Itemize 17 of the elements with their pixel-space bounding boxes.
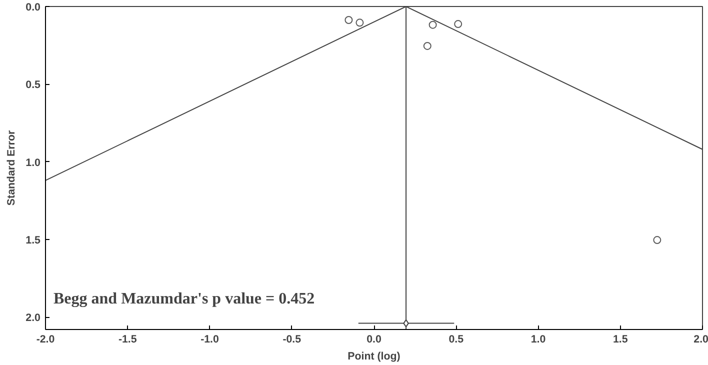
y-tick-label: 0.0 <box>26 2 41 14</box>
y-tick-label: 2.0 <box>26 312 41 324</box>
x-tick-label: -1.0 <box>200 334 220 346</box>
x-tick-label: -2.0 <box>36 334 55 346</box>
x-tick-label: 0.5 <box>448 334 464 346</box>
y-tick-label: 1.5 <box>26 234 41 246</box>
annotation: Begg and Mazumdar's p value = 0.452 <box>54 290 315 308</box>
y-tick-label: 0.5 <box>26 79 41 92</box>
x-tick-label: 1.5 <box>612 334 628 346</box>
x-tick-label: -0.5 <box>282 334 302 346</box>
y-tick-label: 1.0 <box>26 156 41 169</box>
x-tick-label: 1.0 <box>530 334 546 346</box>
x-axis-title: Point (log) <box>348 350 401 362</box>
y-axis-title: Standard Error <box>6 130 18 206</box>
x-tick-label: 0.0 <box>366 334 382 346</box>
x-tick-label: 2.0 <box>694 334 708 346</box>
x-tick-label: -1.5 <box>118 334 137 346</box>
